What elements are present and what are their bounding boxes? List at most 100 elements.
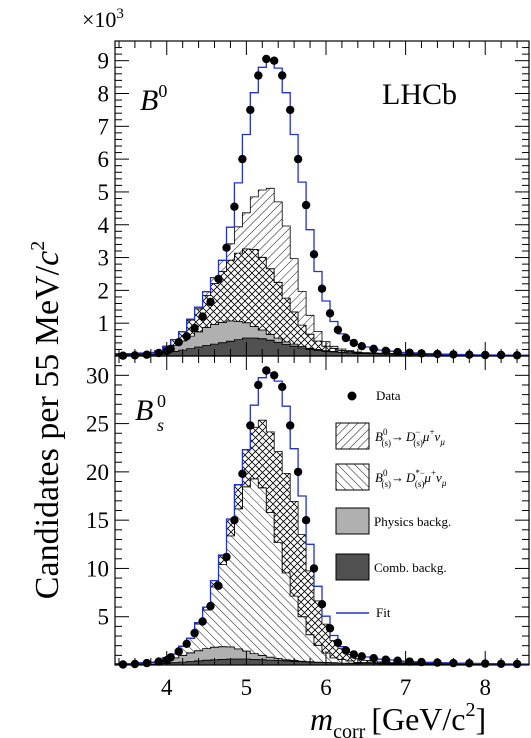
bottom-data-point (142, 658, 151, 668)
top-y-tick-label: 3 (98, 246, 110, 271)
top-y-tick-label: 7 (98, 114, 110, 139)
bottom-data-point (198, 617, 207, 626)
bottom-data-point (222, 552, 231, 562)
exponent-label: ×103 (82, 6, 124, 32)
legend-phys-swatch (335, 507, 370, 535)
top-data-point (369, 344, 378, 353)
top-y-tick-label: 2 (98, 278, 110, 303)
bottom-data-point (333, 638, 343, 647)
top-data-point (301, 200, 311, 210)
top-data-point (198, 312, 207, 321)
top-panel: 1 2 3 4 5 6 7 8 9 (98, 40, 530, 360)
legend-d-swatch (335, 422, 370, 450)
top-data-point (278, 71, 287, 80)
experiment-label: LHCb (382, 78, 457, 111)
top-data-point (317, 284, 327, 293)
legend-fit-label: Fit (376, 605, 391, 620)
bottom-data-point (190, 628, 199, 638)
top-data-point (154, 348, 163, 358)
top-y-tick-label: 1 (98, 311, 110, 336)
bottom-data-point (166, 653, 175, 662)
bottom-data-point (270, 371, 279, 380)
top-frame (114, 40, 530, 357)
top-data-point (393, 347, 402, 357)
bottom-data-point (301, 516, 311, 525)
bottom-data-point (405, 657, 414, 666)
top-data-point (357, 342, 366, 351)
top-data-point (349, 338, 358, 348)
top-data-point (214, 274, 223, 284)
bottom-data-point (230, 516, 239, 525)
legend-data-label: Data (376, 388, 401, 403)
bottom-data-point (349, 650, 358, 659)
bottom-data-point (293, 467, 303, 477)
bottom-data-point (309, 564, 319, 573)
top-data-point (174, 338, 183, 347)
bottom-y-tick-label: 30 (86, 363, 109, 388)
bottom-data-point (381, 655, 390, 664)
bottom-data-point (262, 366, 271, 375)
bottom-data-point (214, 581, 223, 590)
legend-data-marker (347, 391, 357, 401)
top-data-point (333, 325, 343, 334)
x-tick-label: 8 (479, 675, 491, 700)
top-y-tick-label: 8 (98, 82, 110, 107)
top-data-point (222, 243, 231, 252)
top-data-point (286, 105, 295, 115)
bottom-data-point (341, 646, 351, 655)
top-data-point (190, 323, 199, 333)
x-axis-label: mcorr [GeV/c2] (310, 699, 486, 738)
bottom-panel: 5 10 15 20 25 30 (86, 355, 530, 669)
top-data-point (405, 348, 414, 357)
bottom-data-point (254, 380, 263, 390)
top-data-point (262, 54, 271, 64)
bottom-data-point (182, 639, 191, 648)
bottom-data-point (286, 421, 295, 430)
top-y-tick-label: 4 (98, 213, 110, 238)
legend: Data B0 (s)→ D− (s)μ+νμ B0 (s)→ D*− (s)μ+νμ Ph… (335, 388, 451, 620)
bottom-y-tick-label: 5 (98, 605, 110, 630)
top-data-point (309, 250, 319, 259)
bottom-data-point (206, 601, 215, 611)
bottom-data-point (278, 382, 287, 392)
top-data-point (341, 333, 351, 343)
top-y-tick-label: 6 (98, 147, 110, 172)
bottom-data-point (357, 652, 366, 661)
bottom-y-tick-label: 10 (86, 556, 109, 581)
bottom-data-point (325, 624, 335, 633)
legend-phys-label: Physics backg. (374, 514, 451, 529)
top-data-point (246, 105, 255, 115)
x-tick-label: 7 (400, 675, 412, 700)
top-data-point (325, 309, 335, 318)
legend-comb-swatch (335, 553, 370, 581)
bottom-data-point (393, 656, 402, 665)
top-data-point (238, 154, 247, 164)
bottom-data-point (317, 600, 327, 609)
bottom-data-point (246, 421, 255, 430)
legend-comb-label: Comb. backg. (374, 560, 447, 575)
top-data-point (293, 154, 303, 164)
top-fit-line (115, 59, 529, 356)
legend-dstar-swatch (335, 463, 370, 491)
top-data-point (254, 71, 263, 80)
x-tick-label: 6 (320, 675, 332, 700)
legend-d-label: B0 (s)→ D− (s)μ+νμ (375, 427, 445, 448)
x-tick-label: 4 (161, 675, 173, 700)
top-data-point (381, 346, 390, 355)
top-data-point (166, 344, 175, 353)
bottom-y-tick-label: 25 (86, 412, 109, 437)
top-panel-label: B0 (140, 81, 167, 117)
bottom-component-d (115, 419, 529, 665)
legend-dstar-label: B0 (s)→ D*− (s)μ+νμ (375, 468, 447, 489)
top-y-tick-label: 9 (98, 49, 110, 74)
bottom-data-point (174, 647, 183, 656)
bottom-data-point (238, 469, 247, 478)
top-data-point (142, 350, 151, 359)
top-data-point (206, 297, 215, 307)
top-data-point (182, 332, 191, 341)
bottom-y-tick-label: 15 (86, 508, 109, 533)
top-y-tick-label: 5 (98, 180, 110, 205)
top-data-point (270, 56, 279, 65)
